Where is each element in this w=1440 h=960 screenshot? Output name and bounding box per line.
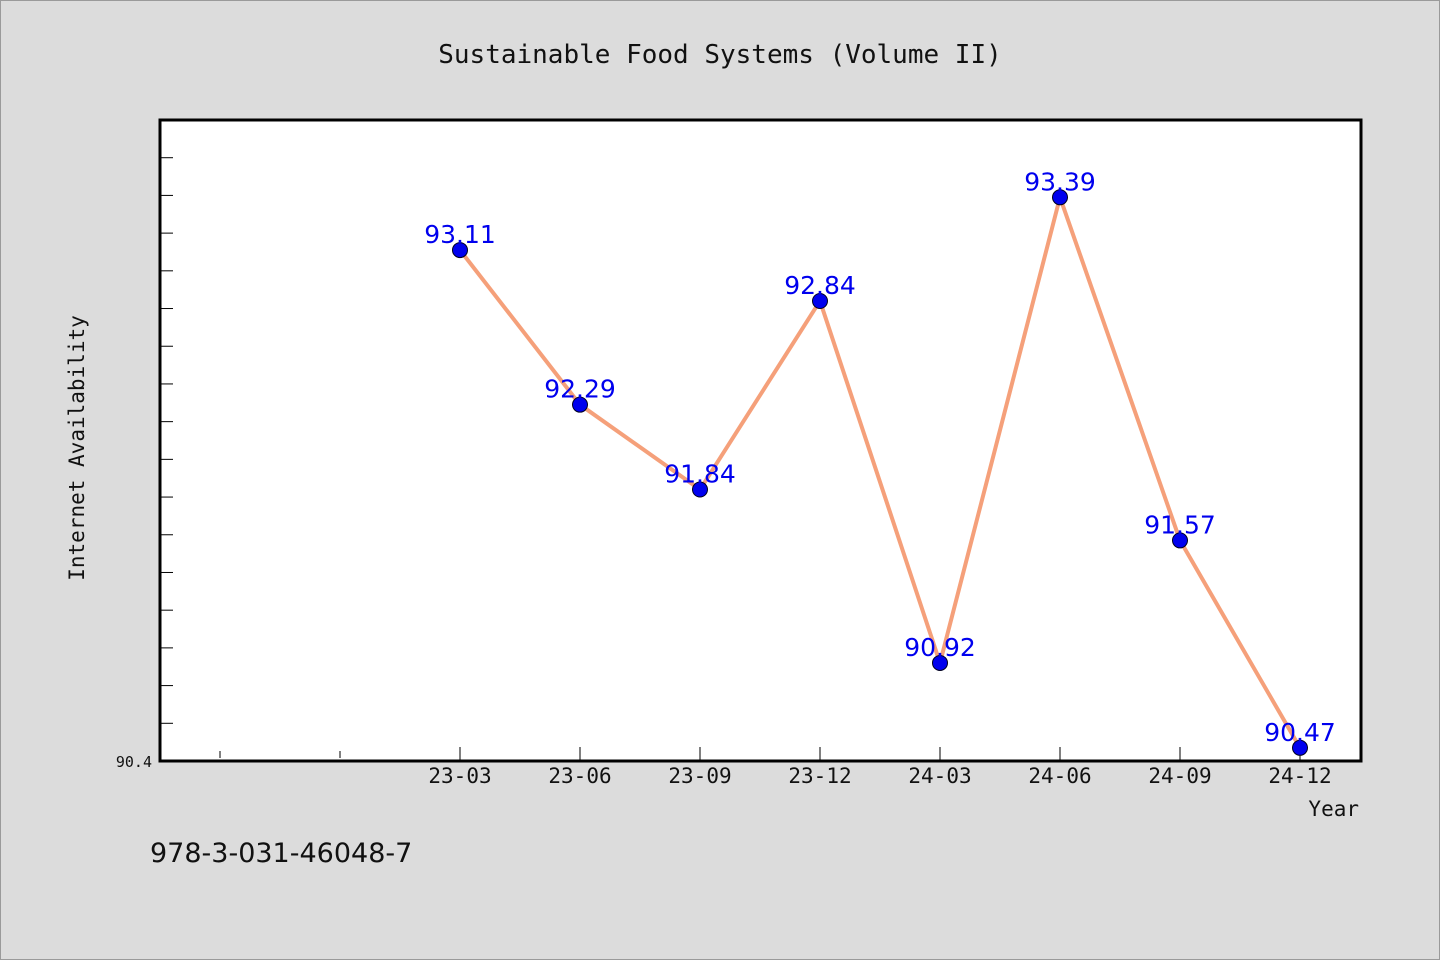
data-point (452, 242, 468, 259)
x-tick-label: 24-06 (1028, 764, 1091, 788)
data-labels: 93.11 92.29 91.84 92.84 90.92 93.39 91.57 90.47 (424, 167, 1336, 747)
data-label: 92.84 (784, 271, 856, 300)
x-tick-label: 24-12 (1268, 764, 1331, 788)
data-label: 93.11 (424, 220, 496, 249)
y-axis-ticks (160, 157, 173, 724)
data-point (932, 654, 948, 671)
data-point (572, 396, 588, 413)
x-tick-label: 24-09 (1148, 764, 1211, 788)
chart-title: Sustainable Food Systems (Volume II) (438, 40, 1002, 70)
data-label: 93.39 (1024, 167, 1096, 196)
data-point (1052, 189, 1068, 206)
data-point (812, 292, 828, 309)
x-axis-minor-ticks (219, 751, 341, 758)
x-tick-label: 24-03 (908, 764, 971, 788)
x-axis-label: Year (1308, 797, 1359, 821)
data-label: 91.57 (1144, 510, 1216, 539)
series-line (458, 195, 1302, 749)
x-tick-label: 23-06 (548, 764, 611, 788)
data-label: 91.84 (664, 460, 736, 489)
data-label: 92.29 (544, 375, 616, 404)
isbn-footer: 978-3-031-46048-7 (150, 838, 412, 869)
x-axis-ticks (459, 747, 1301, 761)
y-axis-label: Internet Availability (65, 315, 89, 581)
x-tick-label: 23-09 (668, 764, 731, 788)
x-tick-label: 23-03 (428, 764, 491, 788)
y-tick-label: 90.4 (116, 753, 152, 771)
data-label: 90.47 (1264, 718, 1336, 747)
x-axis-tick-labels: 23-03 23-06 23-09 23-12 24-03 24-06 24-09 24-12 (428, 764, 1331, 788)
plot-area (158, 118, 1363, 763)
data-point (1172, 532, 1188, 549)
data-point (1292, 739, 1308, 756)
x-tick-label: 23-12 (788, 764, 851, 788)
data-label: 90.92 (904, 633, 976, 662)
data-point (692, 481, 708, 498)
data-markers (452, 189, 1308, 756)
